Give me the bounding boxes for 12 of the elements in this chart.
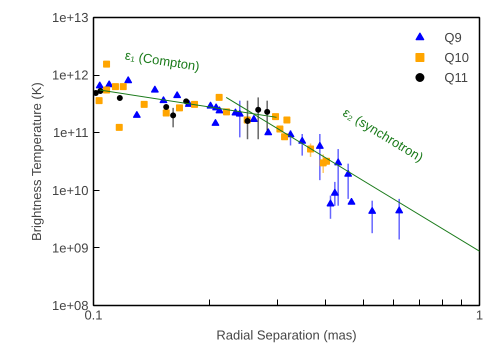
y-tick-label: 1e+11 bbox=[52, 125, 88, 140]
y-tick-label: 1e+12 bbox=[52, 68, 89, 83]
x-axis-title: Radial Separation (mas) bbox=[216, 328, 357, 342]
y-tick-label: 1e+10 bbox=[52, 182, 89, 198]
y-tick-label: 1e+13 bbox=[52, 10, 89, 25]
legend-label: Q9 bbox=[444, 30, 463, 44]
text: ε₁ (Compton) bbox=[124, 48, 201, 74]
x-tick-label: 1 bbox=[476, 308, 484, 322]
y-axis-title: Brightness Temperature (K) bbox=[28, 82, 44, 241]
legend-label: Q11 bbox=[444, 70, 468, 84]
legend-label: Q10 bbox=[444, 50, 469, 64]
y-tick-label: 1e+09 bbox=[52, 240, 89, 256]
